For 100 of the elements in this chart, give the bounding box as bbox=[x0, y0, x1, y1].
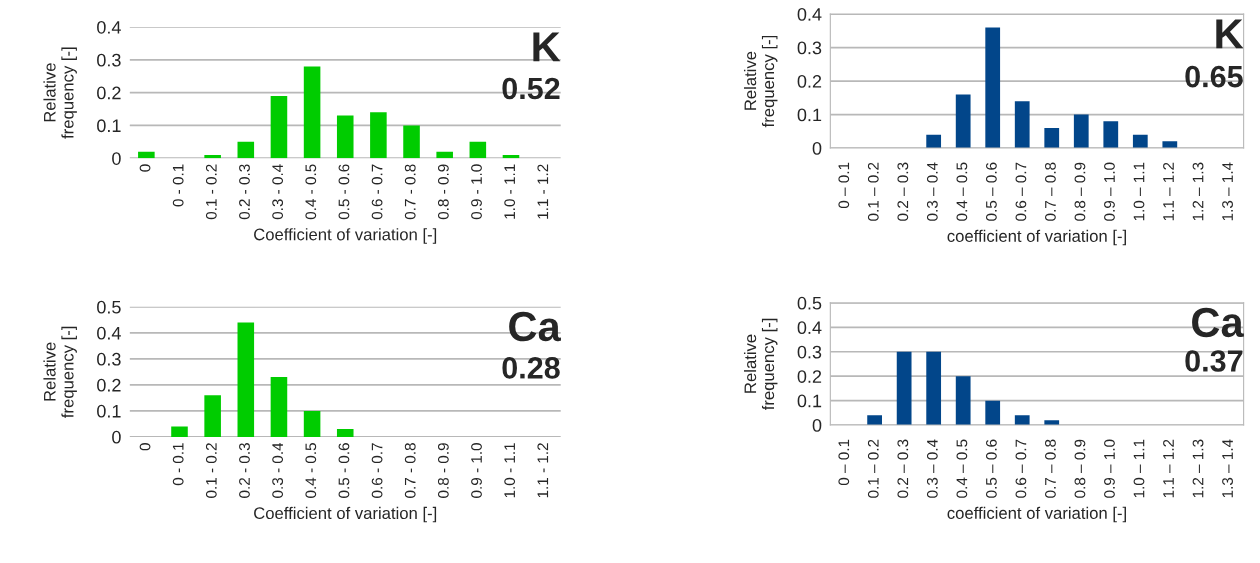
bar bbox=[303, 410, 321, 437]
x-tick-label: 0.3 – 0.4 bbox=[926, 439, 938, 498]
bar bbox=[985, 27, 1001, 149]
y-tick-label: 0.3 bbox=[97, 53, 121, 67]
x-tick-label: 1.1 – 1.2 bbox=[1163, 439, 1174, 498]
bar bbox=[867, 415, 882, 426]
x-tick-label: 0.3 - 0.4 bbox=[272, 164, 284, 220]
bar bbox=[469, 141, 487, 159]
bar bbox=[303, 66, 321, 159]
y-tick-label: 0.3 bbox=[797, 41, 822, 55]
x-tick-label: 0.7 – 0.8 bbox=[1045, 162, 1056, 221]
x-tick-label: 0.7 - 0.8 bbox=[404, 443, 416, 498]
x-tick-label: 0.7 - 0.8 bbox=[404, 164, 416, 220]
x-tick-label: 0.4 - 0.5 bbox=[305, 164, 317, 220]
bar bbox=[896, 351, 912, 426]
x-tick-label: 0.5 – 0.6 bbox=[985, 162, 997, 221]
x-tick-label: 1.3 – 1.4 bbox=[1222, 162, 1233, 221]
x-tick-label: 1.1 – 1.2 bbox=[1163, 162, 1174, 221]
annotation: 0.37 bbox=[1185, 350, 1243, 372]
y-axis-title: Relative frequency [-] bbox=[743, 35, 778, 128]
bar bbox=[270, 377, 288, 437]
bar bbox=[1014, 415, 1030, 426]
bar bbox=[1014, 101, 1030, 149]
x-tick-label: 0.5 – 0.6 bbox=[985, 439, 997, 498]
annotation: 0.65 bbox=[1185, 65, 1243, 88]
x-tick-label: 0 bbox=[139, 443, 151, 451]
y-tick-label: 0.4 bbox=[797, 8, 822, 21]
y-tick-label: 0.2 bbox=[797, 75, 822, 88]
y-tick-label: 0.1 bbox=[97, 404, 121, 418]
bar bbox=[237, 141, 255, 159]
bar bbox=[1132, 134, 1148, 149]
bar bbox=[1073, 114, 1089, 149]
x-tick-label: 1.0 - 1.1 bbox=[504, 443, 516, 498]
bar bbox=[237, 322, 255, 437]
y-tick-label: 0.2 bbox=[97, 378, 121, 392]
x-tick-label: 0.1 – 0.2 bbox=[867, 162, 879, 221]
x-tick-label: 0.4 - 0.5 bbox=[305, 443, 317, 498]
x-tick-label: 1.0 - 1.1 bbox=[504, 164, 516, 219]
y-tick-label: 0 bbox=[112, 152, 121, 165]
x-tick-label: 0 – 0.1 bbox=[838, 162, 850, 209]
x-tick-label: 0.4 – 0.5 bbox=[956, 162, 968, 221]
x-tick-label: 0.9 – 1.0 bbox=[1104, 439, 1115, 498]
bar bbox=[138, 151, 155, 159]
y-tick-label: 0.5 bbox=[797, 296, 822, 310]
bar bbox=[1044, 127, 1060, 149]
x-tick-label: 0.9 - 1.0 bbox=[471, 164, 482, 220]
x-tick-label: 0.7 – 0.8 bbox=[1045, 439, 1056, 498]
x-tick-label: 1.1 - 1.2 bbox=[537, 164, 549, 219]
y-tick-label: 0 bbox=[112, 430, 121, 444]
x-tick-label: 0.4 – 0.5 bbox=[956, 439, 968, 498]
x-tick-label: 1.3 – 1.4 bbox=[1222, 439, 1233, 498]
x-tick-label: 1.0 – 1.1 bbox=[1133, 439, 1145, 498]
y-tick-label: 0.4 bbox=[97, 20, 121, 34]
x-tick-label: 0.2 – 0.3 bbox=[897, 439, 909, 498]
x-tick-label: 1.2 – 1.3 bbox=[1192, 162, 1204, 221]
annotation: K bbox=[1216, 19, 1244, 49]
x-tick-label: 0.9 – 1.0 bbox=[1104, 162, 1115, 221]
annotation: 0.52 bbox=[502, 77, 560, 100]
y-tick-label: 0.1 bbox=[97, 119, 121, 133]
y-tick-label: 0.4 bbox=[97, 326, 121, 340]
bar bbox=[204, 395, 221, 437]
x-axis-title: coefficient of variation [-] bbox=[947, 506, 1126, 523]
x-tick-label: 0.2 - 0.3 bbox=[239, 443, 250, 498]
x-tick-label: 0.3 - 0.4 bbox=[272, 442, 284, 498]
x-axis-title: coefficient of variation [-] bbox=[947, 229, 1126, 246]
x-tick-label: 0.8 – 0.9 bbox=[1074, 162, 1086, 221]
x-tick-label: 0.6 – 0.7 bbox=[1015, 439, 1027, 498]
y-tick-label: 0 bbox=[812, 419, 822, 432]
x-tick-label: 0.8 – 0.9 bbox=[1074, 439, 1086, 498]
y-tick-label: 0 bbox=[812, 142, 822, 155]
bar bbox=[955, 376, 971, 426]
annotation: K bbox=[533, 32, 561, 62]
y-tick-label: 0.5 bbox=[97, 300, 121, 314]
x-tick-label: 0 – 0.1 bbox=[838, 439, 850, 486]
y-tick-label: 0.2 bbox=[97, 86, 121, 100]
annotation: Ca bbox=[1192, 307, 1244, 338]
x-tick-label: 1.2 – 1.3 bbox=[1192, 439, 1204, 498]
x-tick-label: 1.0 – 1.1 bbox=[1133, 162, 1145, 221]
x-tick-label: 0.6 - 0.7 bbox=[371, 164, 383, 220]
x-tick-label: 0.6 – 0.7 bbox=[1015, 162, 1027, 221]
bar bbox=[336, 429, 354, 437]
x-tick-label: 0.5 - 0.6 bbox=[338, 443, 350, 498]
y-tick-label: 0.3 bbox=[97, 352, 121, 366]
x-tick-label: 0.1 - 0.2 bbox=[205, 443, 217, 498]
x-tick-label: 0.2 – 0.3 bbox=[897, 162, 909, 221]
bar bbox=[985, 400, 1001, 426]
bar bbox=[171, 426, 188, 437]
y-axis-title: Relative frequency [-] bbox=[743, 318, 778, 411]
y-tick-label: 0.1 bbox=[797, 394, 822, 408]
bar bbox=[926, 134, 942, 149]
y-axis-title: Relative frequency [-] bbox=[43, 47, 77, 139]
y-tick-label: 0.1 bbox=[797, 108, 822, 122]
x-tick-label: 1.1 - 1.2 bbox=[537, 443, 549, 498]
bar bbox=[926, 351, 942, 426]
bar bbox=[1162, 141, 1178, 149]
bar bbox=[955, 94, 971, 149]
bar bbox=[403, 125, 420, 159]
y-tick-label: 0.3 bbox=[797, 345, 822, 359]
x-tick-label: 0.9 - 1.0 bbox=[471, 443, 482, 498]
x-tick-label: 0.1 - 0.2 bbox=[205, 164, 217, 220]
